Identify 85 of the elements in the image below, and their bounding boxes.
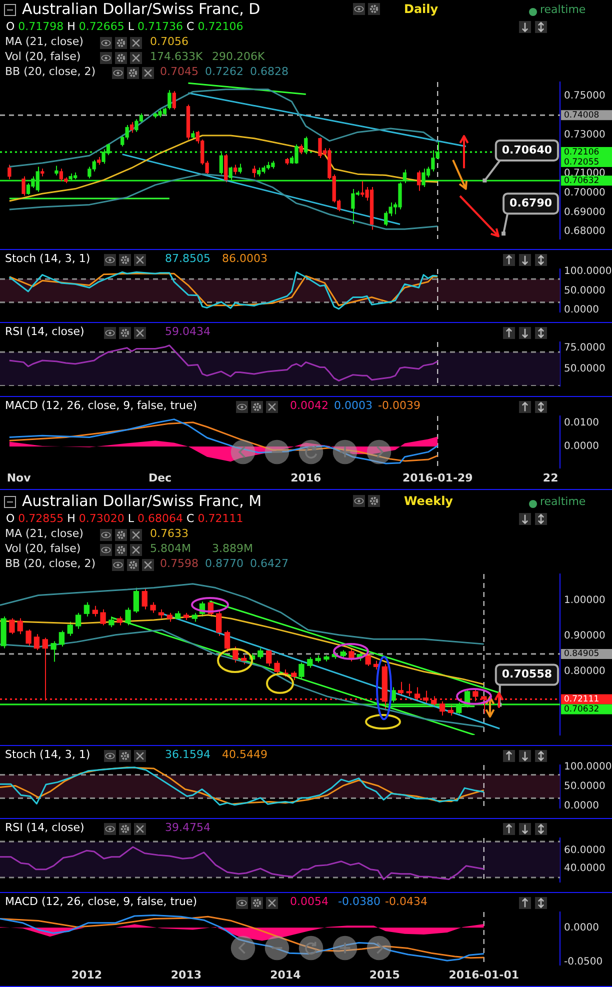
text: RSI (14, close) — [5, 325, 84, 339]
text: 39.4754 — [165, 821, 210, 835]
y-tick-label: 0.90000 — [564, 630, 606, 642]
ref-line-label: 0.72106 — [564, 147, 600, 158]
text: 3.889M — [212, 542, 253, 556]
text: 5.804M — [150, 542, 191, 556]
x-tick-label: Dec — [148, 471, 172, 484]
text: 0.7045 — [160, 65, 198, 79]
y-tick-label: 40.0000 — [564, 863, 606, 874]
text: O 0.71798 H 0.72665 L 0.71736 C 0.72106 — [6, 20, 244, 33]
x-tick-label: Nov — [6, 471, 32, 484]
text: MA (21, close) — [5, 35, 84, 49]
y-tick-label: 60.0000 — [564, 845, 606, 856]
text: 0.0042 — [290, 399, 328, 413]
y-tick-label: 0.75000 — [564, 90, 606, 102]
text: MACD (12, 26, close, 9, false, true) — [5, 399, 198, 413]
text: 0.8770 — [205, 557, 244, 571]
text: -0.0039 — [378, 399, 420, 413]
ref-line-label: 0.84905 — [564, 649, 600, 660]
text: 59.0434 — [165, 325, 210, 339]
text: 290.206K — [212, 50, 265, 64]
x-tick-label: 2014 — [270, 968, 302, 982]
text: BB (20, close, 2) — [5, 557, 96, 571]
text: MA (21, close) — [5, 527, 84, 541]
y-tick-label: 50.0000 — [564, 781, 606, 792]
text: -0.0380 — [338, 895, 380, 909]
x-tick-label: 2015 — [369, 968, 400, 982]
y-tick-label: 0.80000 — [564, 666, 606, 677]
text: realtime — [540, 3, 586, 17]
y-tick-label: 0.0000 — [564, 441, 599, 452]
text: -0.0434 — [385, 895, 428, 909]
text: MACD (12, 26, close, 9, false, true) — [5, 895, 198, 909]
y-tick-label: 0.0000 — [564, 922, 599, 934]
ref-line-label: 0.72111 — [564, 694, 600, 704]
y-tick-label: 0.0000 — [564, 304, 599, 316]
text: Vol (20, false) — [5, 50, 81, 64]
x-tick-label: 2016-01-29 — [402, 471, 473, 484]
ref-line-label: 0.74008 — [564, 110, 600, 120]
y-tick-label: 0.73000 — [564, 129, 606, 140]
chart-subtitle: Weekly — [404, 494, 454, 509]
x-tick-label: 2012 — [71, 968, 102, 982]
text: 36.1594 — [165, 748, 210, 762]
text: Stoch (14, 3, 1) — [5, 748, 90, 762]
text: 86.0003 — [222, 252, 268, 266]
text: 0.7598 — [160, 557, 198, 571]
y-tick-label: -0.0500 — [564, 956, 603, 968]
text: 0.6828 — [250, 65, 288, 79]
text: 40.5449 — [222, 748, 268, 762]
annotation: 0.70558 — [502, 668, 552, 681]
y-tick-label: 0.69000 — [564, 206, 606, 218]
text: realtime — [540, 495, 586, 509]
text: Stoch (14, 3, 1) — [5, 252, 90, 266]
chart-title: Australian Dollar/Swiss Franc, M — [22, 492, 262, 510]
y-tick-label: 75.0000 — [564, 342, 606, 354]
chart-title: Australian Dollar/Swiss Franc, D — [22, 0, 260, 18]
y-tick-label: 50.0000 — [564, 285, 606, 296]
text: Vol (20, false) — [5, 542, 81, 556]
text: 0.7056 — [150, 35, 188, 49]
x-tick-label: 2016-01-01 — [448, 968, 520, 982]
x-tick-label: 22 — [542, 471, 558, 484]
text: RSI (14, close) — [5, 821, 84, 835]
y-tick-label: 100.0000 — [564, 762, 612, 773]
chart-subtitle: Daily — [404, 2, 438, 17]
text: O 0.72855 H 0.73020 L 0.68064 C 0.72111 — [6, 512, 244, 525]
text: 0.0003 — [334, 399, 372, 413]
text: 0.7262 — [205, 65, 244, 79]
text: 174.633K — [150, 50, 203, 64]
y-tick-label: 100.0000 — [564, 266, 612, 277]
text: 0.0054 — [290, 895, 328, 909]
annotation: 0.6790 — [510, 196, 552, 210]
x-tick-label: 2013 — [170, 968, 202, 982]
text: 0.72055 — [564, 157, 600, 168]
y-tick-label: 1.00000 — [564, 595, 606, 606]
y-tick-label: 0.70000 — [564, 187, 606, 198]
y-tick-label: 0.0100 — [564, 417, 599, 428]
text: 0.7633 — [150, 527, 188, 541]
x-tick-label: 2016 — [290, 471, 322, 484]
text: 0.6427 — [250, 557, 288, 571]
y-tick-label: 0.0000 — [564, 800, 599, 812]
ref-line-label: 0.70632 — [564, 704, 600, 714]
annotation: 0.70640 — [502, 143, 552, 156]
y-tick-label: 0.68000 — [564, 226, 606, 238]
text: 87.8505 — [165, 252, 210, 266]
text: BB (20, close, 2) — [5, 65, 96, 79]
y-tick-label: 50.0000 — [564, 364, 606, 375]
